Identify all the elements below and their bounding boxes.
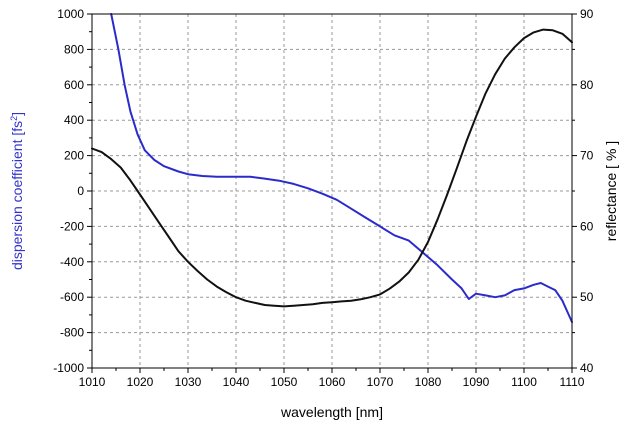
y2-tick-label: 50 xyxy=(580,290,594,304)
y-tick-label: 800 xyxy=(64,42,84,56)
y-tick-label: -400 xyxy=(60,255,84,269)
x-tick-label: 1060 xyxy=(319,375,346,389)
left-y-axis-title-superscript: 2 xyxy=(9,116,19,121)
series-layer xyxy=(91,13,573,323)
grid-lines xyxy=(92,14,572,368)
y-tick-label: 1000 xyxy=(57,7,84,21)
y-tick-label: -800 xyxy=(60,326,84,340)
y-tick-label: 600 xyxy=(64,78,84,92)
left-y-axis-title: dispersion coefficient [fs2] xyxy=(9,112,25,270)
y2-tick-label: 90 xyxy=(580,7,594,21)
y2-tick-label: 40 xyxy=(580,361,594,375)
x-tick-label: 1100 xyxy=(511,375,537,389)
x-tick-label: 1110 xyxy=(560,375,585,389)
x-tick-label: 1010 xyxy=(79,375,106,389)
x-tick-label: 1040 xyxy=(223,375,250,389)
left-y-axis-title-main: dispersion coefficient [fs xyxy=(9,121,25,270)
y2-tick-label: 80 xyxy=(580,78,594,92)
tick-labels: 1010 1020 1030 1040 1050 1060 1070 1080 1090 1100… xyxy=(53,7,593,389)
x-tick-label: 1090 xyxy=(463,375,490,389)
x-tick-label: 1020 xyxy=(127,375,154,389)
y-tick-label: -600 xyxy=(60,290,84,304)
right-y-axis-title: reflectance [ % ] xyxy=(603,141,619,241)
y-tick-label: 200 xyxy=(64,149,84,163)
x-tick-label: 1030 xyxy=(175,375,202,389)
left-y-axis-title-close: ] xyxy=(9,112,25,116)
y2-tick-label: 70 xyxy=(580,149,594,163)
reflectance-line xyxy=(91,28,573,308)
dispersion-line xyxy=(110,13,573,323)
y-tick-label: -200 xyxy=(60,219,84,233)
y-tick-label: 0 xyxy=(77,184,84,198)
y-tick-label: 400 xyxy=(64,113,84,127)
x-axis-title: wavelength [nm] xyxy=(280,404,383,420)
y-tick-label: -1000 xyxy=(53,361,84,375)
x-tick-label: 1050 xyxy=(271,375,298,389)
x-tick-label: 1080 xyxy=(415,375,442,389)
y2-tick-label: 60 xyxy=(580,219,594,233)
x-tick-label: 1070 xyxy=(367,375,394,389)
axis-ticks xyxy=(87,13,577,373)
